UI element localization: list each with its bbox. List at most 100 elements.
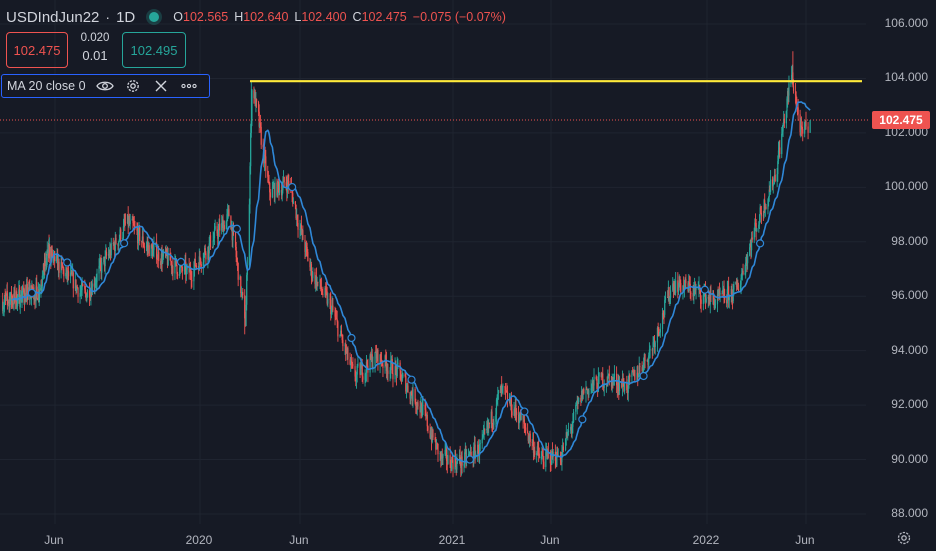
candle-body: [415, 405, 418, 408]
candle-body: [136, 227, 138, 231]
settings-gear-icon[interactable]: [896, 530, 912, 551]
candle-body: [232, 229, 234, 241]
candle-body: [218, 223, 220, 231]
candle-body: [236, 260, 239, 263]
candle-body: [315, 276, 317, 284]
candle-body: [58, 261, 60, 273]
candle-body: [274, 182, 276, 198]
candle-body: [199, 256, 201, 259]
candle-body: [536, 446, 538, 453]
candle-body: [211, 246, 214, 248]
candle-body: [331, 305, 333, 309]
candle-body: [410, 392, 413, 395]
candle-body: [714, 304, 716, 308]
candle-body: [781, 131, 783, 134]
candle-body: [109, 249, 112, 256]
candle-body: [469, 452, 472, 453]
candle-body: [605, 384, 608, 386]
candle-body: [616, 385, 618, 390]
candle-body: [425, 414, 428, 416]
candle-body: [460, 462, 462, 468]
candle-body: [157, 251, 159, 260]
candle-body: [105, 251, 108, 256]
candle-body: [432, 429, 434, 438]
candle-body: [470, 452, 472, 460]
candle-body: [763, 200, 765, 216]
candle-body: [397, 362, 399, 365]
candle-body: [286, 185, 288, 193]
indicator-legend[interactable]: MA 20 close 0: [1, 74, 210, 98]
candle-body: [481, 438, 483, 444]
candle-body: [702, 294, 704, 304]
x-tick-label: Jun: [289, 533, 309, 547]
candle-body: [424, 405, 426, 410]
candle-body: [745, 258, 747, 263]
candle-body: [148, 245, 150, 256]
candle-body: [122, 226, 125, 238]
candle-body: [89, 297, 91, 299]
candle-body: [98, 265, 100, 274]
candle-body: [629, 374, 631, 378]
candle-body: [658, 328, 660, 333]
candle-body: [754, 222, 757, 224]
candle-body: [797, 107, 799, 115]
candle-body: [735, 281, 738, 287]
sell-button[interactable]: 102.475: [6, 32, 68, 68]
candle-body: [557, 455, 559, 456]
candle-body: [360, 368, 362, 375]
candle-body: [430, 435, 433, 442]
symbol-name[interactable]: USDIndJun22: [6, 8, 100, 26]
candle-body: [310, 264, 312, 268]
candle-body: [556, 451, 559, 456]
candle-body: [600, 372, 602, 378]
candle-body: [114, 238, 116, 251]
candle-body: [402, 374, 404, 377]
candle-body: [672, 283, 674, 291]
candle-body: [330, 299, 332, 315]
candle-body: [380, 354, 382, 360]
candle-body: [740, 277, 742, 285]
candle-body: [773, 174, 776, 178]
candle-body: [488, 423, 490, 424]
candle-body: [189, 268, 192, 275]
y-tick-label: 100.000: [884, 179, 928, 194]
candle-body: [309, 261, 311, 268]
candle-body: [221, 219, 223, 223]
close-icon[interactable]: [150, 75, 172, 97]
candle-body: [395, 366, 397, 368]
candle-body: [718, 289, 720, 296]
candle-body: [510, 396, 512, 405]
ma-marker: [120, 239, 129, 248]
candle-body: [722, 289, 724, 294]
candle-body: [34, 298, 36, 302]
candle-body: [618, 382, 620, 392]
candle-body: [728, 286, 730, 301]
candle-body: [138, 227, 140, 230]
candle-body: [91, 283, 93, 295]
candle-body: [634, 370, 636, 380]
candle-body: [464, 450, 466, 453]
interval-label[interactable]: 1D: [116, 8, 136, 26]
candle-body: [422, 405, 424, 406]
candle-body: [782, 124, 784, 132]
candle-body: [739, 284, 742, 292]
open-readout: O102.565: [173, 10, 229, 24]
candle-body: [23, 287, 25, 293]
candle-body: [385, 355, 387, 361]
eye-icon[interactable]: [94, 75, 116, 97]
candle-body: [160, 261, 162, 265]
candle-body: [603, 384, 605, 388]
candle-body: [509, 400, 511, 405]
gear-icon[interactable]: [122, 75, 144, 97]
candle-body: [750, 237, 753, 251]
candle-body: [132, 218, 134, 223]
buy-button[interactable]: 102.495: [122, 32, 186, 68]
candle-body: [549, 451, 551, 464]
candle-body: [753, 231, 755, 240]
candle-body: [596, 379, 598, 389]
candle-body: [17, 295, 19, 298]
candle-body: [204, 248, 206, 254]
more-icon[interactable]: [178, 75, 200, 97]
candle-body: [179, 264, 181, 268]
candle-body: [575, 404, 578, 406]
